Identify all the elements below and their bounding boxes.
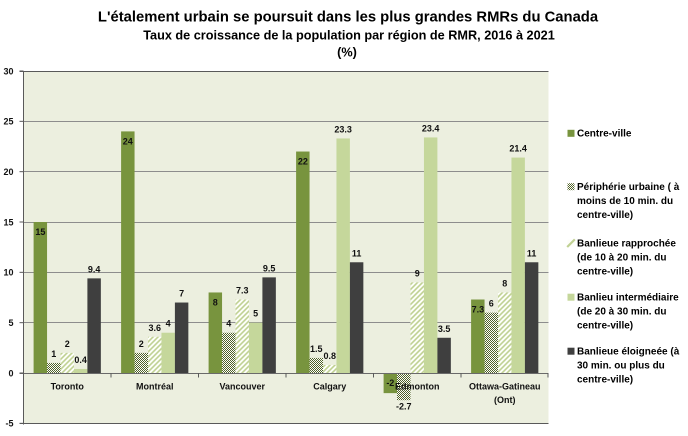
svg-text:8: 8 [213,297,218,307]
svg-text:8: 8 [502,278,507,288]
svg-text:Vancouver: Vancouver [219,382,265,392]
svg-text:11: 11 [527,248,537,258]
svg-text:Banlieue rapprochée(de 10 à 20: Banlieue rapprochée (de 10 à 20 min. du ce… [577,239,676,278]
svg-text:Calgary: Calgary [313,382,346,392]
svg-text:1.5: 1.5 [310,344,323,354]
svg-text:10: 10 [3,268,13,278]
svg-text:6: 6 [489,299,494,309]
svg-text:20: 20 [3,167,13,177]
svg-text:9: 9 [415,268,420,278]
svg-text:7.3: 7.3 [236,286,249,296]
svg-text:21.4: 21.4 [509,144,527,154]
svg-text:4: 4 [166,319,171,329]
svg-text:1: 1 [51,349,56,359]
svg-text:11: 11 [352,248,362,258]
svg-text:5: 5 [8,318,13,328]
svg-text:Toronto: Toronto [51,382,85,392]
svg-text:23.4: 23.4 [422,123,440,133]
svg-text:25: 25 [3,117,13,127]
svg-text:7: 7 [179,289,184,299]
svg-text:2: 2 [65,339,70,349]
svg-text:9.4: 9.4 [88,264,101,274]
svg-text:Edmonton: Edmonton [395,382,440,392]
svg-text:Banlieue éloigneée (à30 min. o: Banlieue éloigneée (à 30 min. ou plus du c… [577,347,680,386]
svg-text:Taux de croissance de la popul: Taux de croissance de la population par … [143,28,555,42]
svg-text:L'étalement urbain se poursuit: L'étalement urbain se poursuit dans les … [98,10,599,26]
svg-text:3.5: 3.5 [438,324,451,334]
svg-text:9.5: 9.5 [263,263,276,273]
svg-text:23.3: 23.3 [334,124,352,134]
svg-text:0.4: 0.4 [74,355,87,365]
svg-text:4: 4 [226,319,231,329]
svg-text:2: 2 [139,339,144,349]
svg-text:Centre-ville: Centre-ville [577,129,632,140]
svg-text:15: 15 [3,217,13,227]
svg-text:-2: -2 [386,378,394,388]
svg-text:Montréal: Montréal [136,382,174,392]
svg-text:3.6: 3.6 [148,323,161,333]
svg-text:0.8: 0.8 [323,351,336,361]
svg-text:30: 30 [3,66,13,76]
svg-text:15: 15 [35,227,45,237]
svg-text:22: 22 [298,157,308,167]
svg-text:(%): (%) [337,46,357,60]
svg-text:-2.7: -2.7 [396,402,412,412]
svg-text:24: 24 [123,136,133,146]
svg-text:7.3: 7.3 [472,305,485,315]
svg-text:-5: -5 [5,419,13,429]
svg-text:5: 5 [253,309,258,319]
svg-text:0: 0 [8,368,13,378]
